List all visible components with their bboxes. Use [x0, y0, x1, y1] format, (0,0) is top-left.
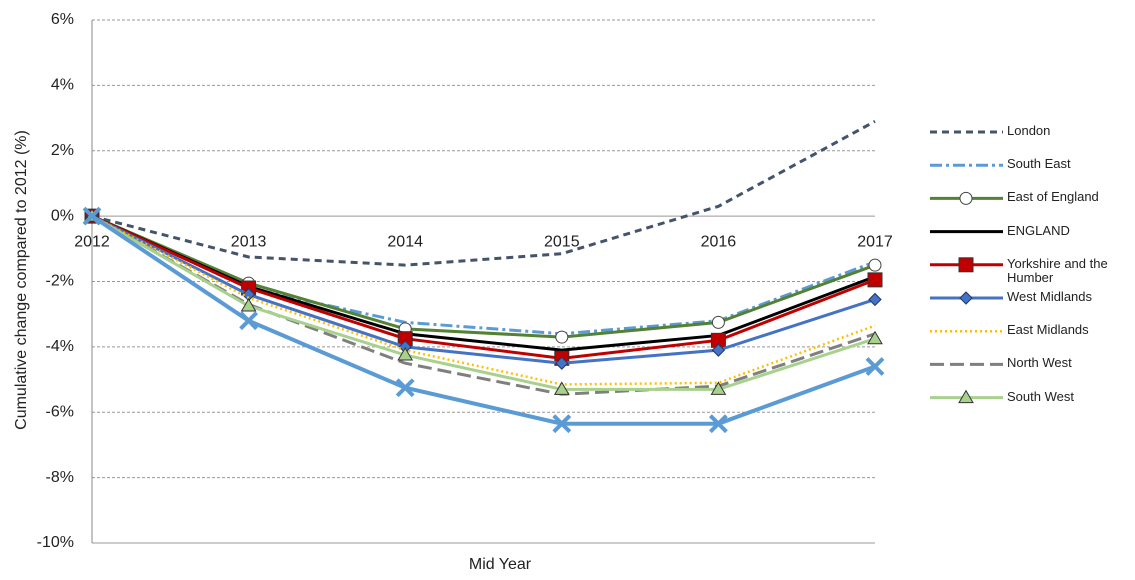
- x-tick-label: 2016: [701, 233, 737, 250]
- y-tick-label: -10%: [37, 534, 74, 551]
- legend-label: ENGLAND: [1007, 223, 1070, 238]
- series-line: [90, 214, 876, 426]
- marker: [240, 298, 257, 312]
- y-tick-label: 4%: [51, 77, 74, 94]
- legend-item: South East: [1007, 157, 1071, 172]
- legend-label: South West: [1007, 389, 1074, 404]
- legend-label: West Midlands: [1007, 290, 1093, 304]
- x-tick-label: 2017: [857, 233, 893, 250]
- y-tick-label: -8%: [46, 469, 74, 486]
- marker: [868, 292, 882, 307]
- marker: [868, 258, 882, 272]
- marker: [397, 347, 414, 361]
- marker: [553, 381, 570, 395]
- y-tick-label: 6%: [51, 11, 74, 28]
- marker: [555, 330, 569, 344]
- marker: [959, 191, 973, 205]
- y-tick-label: -2%: [46, 273, 74, 290]
- marker: [958, 389, 974, 404]
- series-line: [91, 214, 876, 339]
- marker: [711, 343, 726, 357]
- legend-label: East of England: [1007, 190, 1099, 205]
- series-line: [91, 214, 876, 391]
- marker: [710, 381, 727, 395]
- legend-item: North West: [1007, 356, 1072, 371]
- marker: [959, 291, 973, 305]
- y-tick-label: -6%: [46, 403, 74, 420]
- legend-item: London: [1007, 124, 1051, 138]
- marker: [552, 414, 572, 434]
- marker: [555, 356, 569, 370]
- marker: [865, 357, 885, 376]
- legend-label: North West: [1007, 356, 1072, 371]
- marker: [867, 330, 883, 345]
- legend-item: South West: [1007, 389, 1074, 404]
- legend-item: ENGLAND: [1007, 223, 1070, 238]
- marker: [395, 378, 415, 398]
- y-tick-label: 2%: [51, 142, 74, 159]
- legend-label: South East: [1007, 157, 1071, 172]
- y-tick-label: -4%: [46, 338, 74, 355]
- x-tick-label: 2014: [387, 233, 423, 250]
- legend-item: East Midlands: [1007, 323, 1089, 338]
- series-line: [91, 214, 876, 360]
- x-tick-label: 2012: [74, 233, 110, 250]
- x-tick-label: 2013: [231, 233, 267, 250]
- x-axis-label: Mid Year: [469, 556, 532, 573]
- series-line: [91, 215, 876, 386]
- marker: [239, 311, 259, 331]
- marker: [958, 257, 974, 273]
- y-axis-label: Cumulative change compared to 2012 (%): [13, 130, 30, 430]
- marker: [82, 206, 102, 226]
- series-line: [91, 120, 876, 267]
- legend-item: West Midlands: [1007, 290, 1093, 304]
- marker: [711, 315, 725, 329]
- y-tick-label: 0%: [51, 207, 74, 224]
- legend-item: Yorkshire and the Humber: [1007, 256, 1108, 285]
- series-line: [91, 214, 876, 365]
- legend-item: East of England: [1007, 190, 1099, 205]
- legend-label: London: [1007, 124, 1051, 138]
- legend-label: East Midlands: [1007, 323, 1089, 338]
- x-tick-label: 2015: [544, 233, 580, 250]
- marker: [708, 414, 728, 434]
- legend-label: Yorkshire and the Humber: [1007, 256, 1108, 285]
- marker: [867, 272, 883, 288]
